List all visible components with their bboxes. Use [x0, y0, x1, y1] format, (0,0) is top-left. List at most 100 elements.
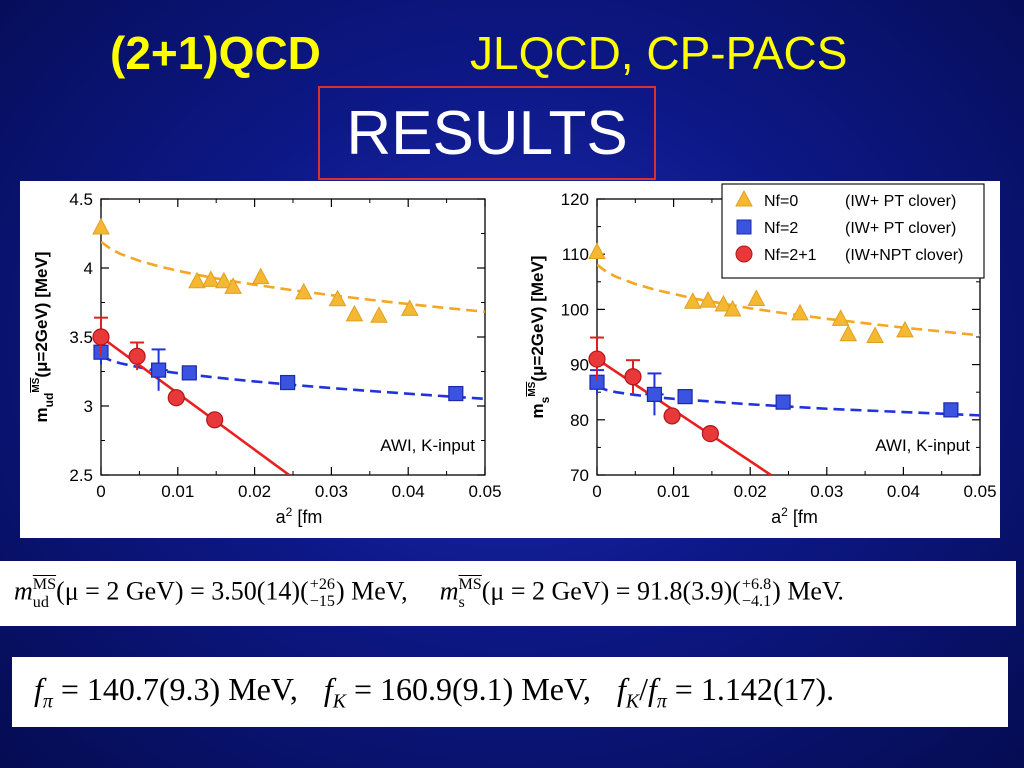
ms-err-dn: −4.1	[741, 592, 772, 610]
c0-marker-triangle	[370, 306, 388, 323]
ms-sup: MS	[458, 575, 482, 593]
ratio-den-symbol: f	[647, 670, 657, 707]
c1-legend-marker	[735, 245, 753, 263]
c0-x-axis-label: a2 [fm	[276, 505, 323, 527]
c1-marker-triangle	[723, 299, 742, 317]
charts-svg: 0 0.01 0.02 0.03 0.04 0.05 2.5 3 3.5 4 4.5 a2 [fm mu…	[31, 183, 997, 527]
c1-x-tick-label: 0.04	[887, 482, 920, 501]
fpi-sub: π	[42, 690, 53, 713]
mud-args: (μ = 2 GeV) = 3.50(14)(	[56, 576, 309, 606]
c1-marker-triangle	[699, 291, 717, 308]
c1-y-tick-label: 110	[562, 245, 589, 264]
c1-marker-triangle	[747, 289, 766, 306]
c1-marker-square	[677, 389, 693, 405]
ms-unit: ) MeV.	[772, 576, 844, 606]
c1-y-tick-label: 70	[570, 466, 589, 485]
c0-marker-triangle	[294, 282, 313, 300]
ms-err-up: +6.8	[741, 575, 772, 593]
slide-title-left: (2+1)QCD	[110, 27, 321, 79]
c1-marker-triangle	[714, 294, 733, 312]
fk-sub: K	[332, 690, 346, 713]
c1-legend-marker	[736, 219, 752, 235]
c0-marker-triangle	[92, 217, 110, 235]
ratio-den-sub: π	[656, 690, 667, 713]
mud-symbol: m	[14, 576, 33, 606]
ratio-num-sub: K	[625, 690, 640, 713]
c0-marker-triangle	[188, 271, 206, 289]
c1-marker-triangle	[839, 324, 858, 342]
c1-marker-triangle	[896, 320, 914, 338]
c0-fit-line-0	[101, 240, 485, 314]
c0-y-tick-label: 4	[84, 259, 93, 278]
c0-x-tick-label: 0.02	[238, 482, 271, 501]
c1-x-tick-label: 0.01	[657, 482, 690, 501]
c1-legend-detail: (IW+NPT clover)	[845, 247, 963, 264]
c0-marker-square	[280, 374, 296, 391]
c1-marker-circle	[588, 350, 606, 368]
c0-marker-square	[448, 385, 464, 402]
c0-y-tick-label: 2.5	[69, 466, 93, 485]
ms-sub: s	[458, 593, 465, 611]
ratio-num-symbol: f	[616, 670, 626, 707]
c0-y-tick-label: 4.5	[69, 190, 93, 209]
c0-x-tick-label: 0.05	[468, 482, 501, 501]
c0-x-tick-label: 0.04	[392, 482, 425, 501]
c0-x-tick-label: 0.03	[315, 482, 348, 501]
c0-plot-frame	[100, 198, 486, 476]
c0-y-tick-label: 3	[84, 397, 93, 416]
c0-marker-circle	[167, 389, 185, 407]
c1-legend-label: Nf=0	[764, 193, 798, 210]
c1-y-tick-label: 90	[570, 356, 589, 375]
c1-marker-circle	[624, 368, 642, 386]
c0-marker-circle	[128, 347, 146, 365]
ratio-slash: /	[639, 670, 648, 707]
c1-marker-circle	[701, 425, 719, 443]
fk-equation: fK = 160.9(9.1) MeV,	[324, 671, 591, 713]
mud-unit: ) MeV,	[335, 576, 408, 606]
fk-symbol: f	[323, 670, 333, 707]
results-box: RESULTS	[318, 86, 656, 180]
fpi-value: = 140.7(9.3) MeV,	[52, 670, 298, 707]
c0-marker-triangle	[345, 304, 364, 322]
mud-sup: MS	[32, 575, 57, 593]
c1-fit-line-1	[597, 385, 980, 417]
c1-marker-triangle	[588, 242, 606, 260]
c1-legend-label: Nf=2	[764, 220, 798, 237]
c1-marker-circle	[663, 407, 681, 425]
c1-y-axis-label: msMS(μ=2GeV) [MeV]	[527, 256, 552, 419]
c0-marker-triangle	[215, 271, 233, 289]
c0-y-tick-label: 3.5	[69, 328, 93, 347]
c1-fit-line-0	[597, 263, 980, 337]
c1-marker-triangle	[683, 292, 702, 309]
c1-x-tick-label: 0	[592, 482, 601, 501]
c1-x-tick-label: 0.02	[734, 482, 767, 501]
c1-legend-marker	[735, 189, 753, 207]
c0-marker-triangle	[224, 277, 242, 294]
fpi-equation: fπ = 140.7(9.3) MeV,	[34, 671, 298, 713]
ms-equation: m MS s (μ = 2 GeV) = 91.8(3.9)(+6.8 −4.1) Me…	[440, 576, 844, 611]
c1-x-tick-label: 0.03	[810, 482, 843, 501]
ms-args: (μ = 2 GeV) = 91.8(3.9)(	[481, 576, 741, 606]
c0-y-axis-label: mudMS(μ=2GeV) [MeV]	[31, 252, 56, 423]
mud-equation: m MS ud (μ = 2 GeV) = 3.50(14)(+26 −15) MeV,	[14, 576, 408, 611]
c1-marker-square	[646, 386, 663, 403]
decay-constant-equations: fπ = 140.7(9.3) MeV, fK = 160.9(9.1) MeV…	[12, 657, 1008, 727]
mud-err-dn: −15	[309, 592, 335, 610]
c1-marker-square	[775, 394, 791, 410]
results-label: RESULTS	[346, 98, 628, 168]
c0-annotation-text: AWI, K-input	[380, 436, 475, 455]
c0-marker-circle	[92, 328, 110, 346]
c1-legend-detail: (IW+ PT clover)	[845, 220, 956, 237]
fpi-symbol: f	[34, 670, 43, 707]
c1-marker-triangle	[831, 309, 850, 326]
c1-y-tick-label: 120	[561, 190, 589, 209]
c1-y-tick-label: 80	[570, 411, 589, 430]
c1-legend-label: Nf=2+1	[764, 247, 817, 264]
c1-x-tick-label: 0.05	[963, 482, 996, 501]
c1-annotation-text: AWI, K-input	[875, 436, 970, 455]
c0-marker-square	[181, 365, 197, 381]
fk-value: = 160.9(9.1) MeV,	[345, 670, 591, 707]
mud-err-up: +26	[309, 575, 335, 593]
chart-panel: 0 0.01 0.02 0.03 0.04 0.05 2.5 3 3.5 4 4.5 a2 [fm mu…	[20, 181, 1000, 538]
mud-sub: ud	[32, 593, 49, 611]
